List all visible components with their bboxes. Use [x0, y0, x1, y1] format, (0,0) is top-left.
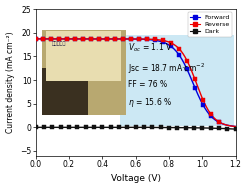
Text: 연희대학교: 연희대학교: [52, 41, 66, 46]
Y-axis label: Current density (mA cm⁻²): Current density (mA cm⁻²): [5, 32, 15, 133]
FancyBboxPatch shape: [120, 36, 233, 126]
FancyBboxPatch shape: [41, 30, 125, 115]
FancyBboxPatch shape: [41, 68, 88, 115]
FancyBboxPatch shape: [46, 31, 121, 81]
Text: $V_{oc}$ = 1.1 V
Jsc = 18.7 mA·cm$^{-2}$
FF = 76 %
$\eta$ = 15.6 %: $V_{oc}$ = 1.1 V Jsc = 18.7 mA·cm$^{-2}$…: [127, 41, 205, 109]
Legend: Forward, Reverse, Dark: Forward, Reverse, Dark: [188, 12, 232, 37]
X-axis label: Voltage (V): Voltage (V): [110, 174, 161, 184]
